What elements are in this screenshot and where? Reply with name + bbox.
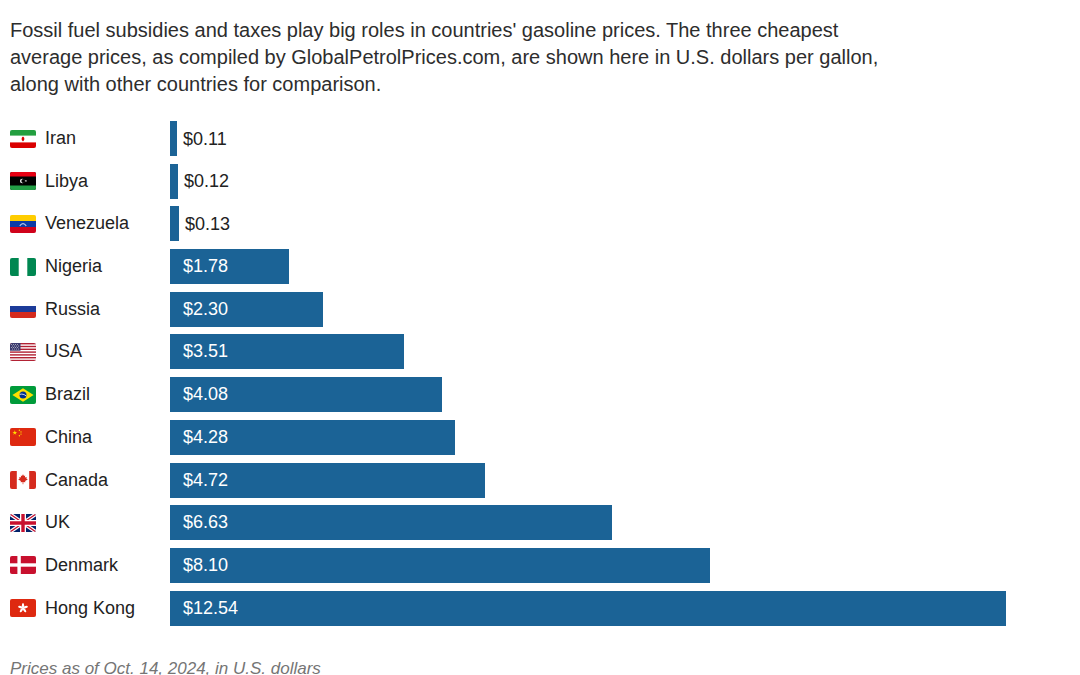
usa-flag-icon — [10, 343, 36, 361]
chart-row: USA $3.51 — [0, 334, 1080, 369]
row-label: Hong Kong — [0, 598, 170, 619]
bar-value-label: $1.78 — [170, 256, 228, 277]
country-label: USA — [45, 341, 82, 362]
nigeria-flag-icon — [10, 258, 36, 276]
bar-value-label: $4.08 — [170, 384, 228, 405]
chart-row: Nigeria $1.78 — [0, 249, 1080, 284]
row-label: Brazil — [0, 384, 170, 405]
row-label: Canada — [0, 470, 170, 491]
bar-value-label: $12.54 — [170, 598, 238, 619]
bar — [170, 121, 177, 156]
bar-track: $2.30 — [170, 292, 1080, 327]
country-label: China — [45, 427, 92, 448]
bar-value-label: $8.10 — [170, 555, 228, 576]
bar: $6.63 — [170, 505, 612, 540]
bar-track: $4.72 — [170, 463, 1080, 498]
hongkong-flag-icon — [10, 599, 36, 617]
bar-track: $4.08 — [170, 377, 1080, 412]
bar — [170, 206, 179, 241]
china-flag-icon — [10, 428, 36, 446]
chart-row: Brazil $4.08 — [0, 377, 1080, 412]
row-label: Denmark — [0, 555, 170, 576]
uk-flag-icon — [10, 514, 36, 532]
canada-flag-icon — [10, 471, 36, 489]
bar: $3.51 — [170, 334, 404, 369]
bar-track: $1.78 — [170, 249, 1080, 284]
bar-track: $4.28 — [170, 420, 1080, 455]
row-label: Venezuela — [0, 213, 170, 234]
bar-track: $0.12 — [170, 164, 1080, 199]
russia-flag-icon — [10, 300, 36, 318]
venezuela-flag-icon — [10, 215, 36, 233]
bar: $4.72 — [170, 463, 485, 498]
row-label: USA — [0, 341, 170, 362]
bar-track: $6.63 — [170, 505, 1080, 540]
country-label: Nigeria — [45, 256, 102, 277]
bar-value-label: $0.11 — [183, 128, 227, 149]
footnote: Prices as of Oct. 14, 2024, in U.S. doll… — [10, 659, 321, 675]
bar: $8.10 — [170, 548, 710, 583]
country-label: Canada — [45, 470, 108, 491]
description-line: average prices, as compiled by GlobalPet… — [10, 44, 878, 71]
bar-value-label: $4.72 — [170, 470, 228, 491]
chart-row: Venezuela $0.13 — [0, 206, 1080, 241]
country-label: Libya — [45, 171, 88, 192]
row-label: Iran — [0, 128, 170, 149]
bar-track: $0.13 — [170, 206, 1080, 241]
bar-track: $12.54 — [170, 591, 1080, 626]
chart-row: Canada $4.72 — [0, 463, 1080, 498]
bar: $4.08 — [170, 377, 442, 412]
chart-row: Libya $0.12 — [0, 164, 1080, 199]
bar: $2.30 — [170, 292, 323, 327]
row-label: UK — [0, 512, 170, 533]
bar-value-label: $0.12 — [184, 171, 229, 192]
row-label: Russia — [0, 299, 170, 320]
denmark-flag-icon — [10, 556, 36, 574]
libya-flag-icon — [10, 172, 36, 190]
country-label: UK — [45, 512, 70, 533]
chart-description: Fossil fuel subsidies and taxes play big… — [10, 17, 878, 98]
chart-row: Iran $0.11 — [0, 121, 1080, 156]
country-label: Hong Kong — [45, 598, 135, 619]
description-line: along with other countries for compariso… — [10, 71, 878, 98]
row-label: Nigeria — [0, 256, 170, 277]
bar — [170, 164, 178, 199]
row-label: Libya — [0, 171, 170, 192]
bar-track: $8.10 — [170, 548, 1080, 583]
country-label: Russia — [45, 299, 100, 320]
bar-value-label: $6.63 — [170, 512, 228, 533]
chart-row: Hong Kong $12.54 — [0, 591, 1080, 626]
brazil-flag-icon — [10, 386, 36, 404]
bar-chart: Iran $0.11 Libya $0.12 Venezuela $0.13 Nigeria… — [0, 121, 1080, 626]
bar: $12.54 — [170, 591, 1006, 626]
description-line: Fossil fuel subsidies and taxes play big… — [10, 17, 878, 44]
iran-flag-icon — [10, 130, 36, 148]
country-label: Denmark — [45, 555, 118, 576]
bar: $4.28 — [170, 420, 455, 455]
country-label: Iran — [45, 128, 76, 149]
bar-track: $0.11 — [170, 121, 1080, 156]
bar-value-label: $2.30 — [170, 299, 228, 320]
country-label: Brazil — [45, 384, 90, 405]
row-label: China — [0, 427, 170, 448]
chart-row: China $4.28 — [0, 420, 1080, 455]
bar-value-label: $0.13 — [185, 213, 230, 234]
chart-row: UK $6.63 — [0, 505, 1080, 540]
country-label: Venezuela — [45, 213, 129, 234]
chart-row: Russia $2.30 — [0, 292, 1080, 327]
bar-value-label: $3.51 — [170, 341, 228, 362]
chart-row: Denmark $8.10 — [0, 548, 1080, 583]
bar-value-label: $4.28 — [170, 427, 228, 448]
bar-track: $3.51 — [170, 334, 1080, 369]
bar: $1.78 — [170, 249, 289, 284]
